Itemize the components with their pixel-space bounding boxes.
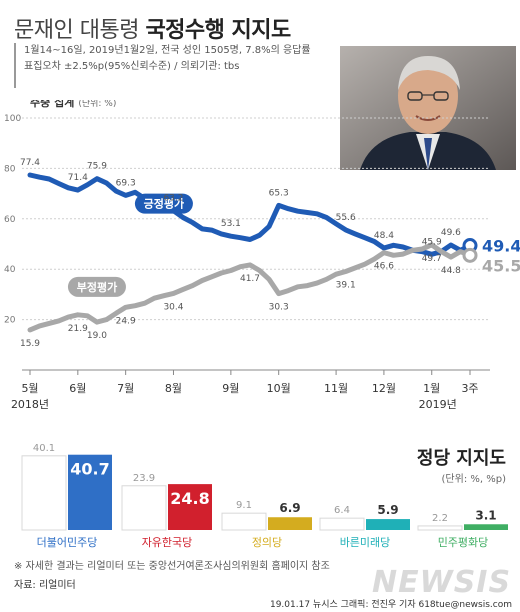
series-name: 부정평가 bbox=[77, 280, 117, 294]
data-label: 65.3 bbox=[269, 188, 289, 198]
negative-label-tag: 부정평가 bbox=[67, 276, 126, 297]
current-bar bbox=[366, 519, 410, 530]
data-label: 39.1 bbox=[336, 280, 356, 290]
party-name-label: 바른미래당 bbox=[340, 536, 391, 549]
previous-bar bbox=[21, 455, 67, 531]
data-label: 46.6 bbox=[374, 262, 394, 272]
previous-bar bbox=[121, 485, 167, 531]
data-label: 49.7 bbox=[422, 254, 442, 264]
data-label: 24.9 bbox=[116, 316, 136, 326]
x-tick-label: 3주 bbox=[461, 382, 478, 395]
data-label: 30.3 bbox=[269, 303, 289, 313]
data-label: 75.9 bbox=[87, 162, 107, 172]
x-tick-label: 9월 bbox=[222, 382, 239, 395]
footnote: ※ 자세한 결과는 리얼미터 또는 중앙선거여론조사심의위원회 홈페이지 참조 bbox=[14, 561, 330, 572]
end-point-marker bbox=[462, 247, 478, 263]
x-tick-label: 7월 bbox=[117, 382, 134, 395]
data-labels: 77.4 71.475.9 69.3 63.2 53.1 65.3 55.6 48.4 45.9… bbox=[20, 158, 520, 349]
trend-title-text: 주중 집계 bbox=[30, 100, 74, 109]
title-plain: 문재인 대통령 bbox=[14, 18, 139, 43]
previous-bar bbox=[417, 525, 463, 531]
data-label: 69.3 bbox=[116, 178, 136, 188]
data-label: 55.6 bbox=[336, 213, 356, 223]
current-bar bbox=[168, 484, 212, 530]
data-label: 30.4 bbox=[163, 302, 183, 312]
newsis-logo: NEWSIS bbox=[372, 565, 512, 600]
series-name: 긍정평가 bbox=[144, 197, 184, 211]
data-label: 71.4 bbox=[68, 173, 88, 183]
current-value-label: 40.7 bbox=[70, 460, 109, 479]
previous-bar bbox=[319, 517, 365, 531]
party-name-label: 더불어민주당 bbox=[37, 536, 98, 549]
x-tick-label: 10월 bbox=[267, 382, 291, 395]
previous-value-label: 2.2 bbox=[432, 513, 448, 524]
previous-bar bbox=[221, 512, 267, 531]
current-bar bbox=[268, 517, 312, 530]
trend-unit: (단위: %) bbox=[78, 100, 116, 109]
previous-value-label: 23.9 bbox=[133, 473, 155, 484]
survey-info-line-2: 표집오차 ±2.5%p(95%신뢰수준) / 의뢰기관: tbs bbox=[24, 61, 240, 72]
previous-value-label: 40.1 bbox=[33, 443, 55, 454]
y-tick-label: 100 bbox=[4, 114, 21, 124]
data-label: 53.1 bbox=[221, 219, 241, 229]
data-label: 45.5% bbox=[482, 256, 520, 275]
current-value-label: 3.1 bbox=[475, 508, 496, 522]
data-source: 자료: 리얼미터 bbox=[14, 580, 76, 591]
data-label: 19.0 bbox=[87, 331, 107, 341]
party-chart-title: 정당 지지도 bbox=[416, 448, 506, 469]
party-name-label: 자유한국당 bbox=[142, 536, 193, 549]
data-label: 41.7 bbox=[240, 274, 260, 284]
president-portrait bbox=[340, 46, 516, 170]
credit: 19.01.17 뉴시스 그래픽: 전진우 기자 618tue@newsis.c… bbox=[269, 600, 512, 610]
data-label: 44.8 bbox=[441, 266, 461, 276]
data-label: 63.2 bbox=[163, 194, 183, 204]
data-label: 49.4% bbox=[482, 237, 520, 256]
x-tick-label: 6월 bbox=[69, 382, 86, 395]
data-label: 77.4 bbox=[20, 158, 40, 168]
x-axis: 5월 6월 7월 8월 9월 10월 11월 12월 1월 3주 2018년 2019년 bbox=[11, 369, 490, 411]
x-tick-label: 5월 bbox=[21, 382, 38, 395]
survey-info-line-1: 1월14~16일, 2019년1월2일, 전국 성인 1505명, 7.8%의 … bbox=[24, 45, 311, 56]
previous-value-label: 6.4 bbox=[334, 505, 350, 516]
party-name-label: 민주평화당 bbox=[438, 536, 489, 549]
x-tick-label: 1월 bbox=[423, 382, 440, 395]
data-label: 15.9 bbox=[20, 339, 40, 349]
trend-title: 주중 집계 (단위: %) bbox=[30, 100, 116, 109]
party-name-label: 정의당 bbox=[252, 536, 282, 549]
y-tick-label: 20 bbox=[4, 316, 16, 326]
x-tick-label: 11월 bbox=[324, 382, 348, 395]
y-tick-label: 80 bbox=[4, 164, 16, 174]
party-support-chart: 40.1 40.7 더불어민주당 23.9 24.8 자유한국당 9.1 6.9 정의당 6.4 5… bbox=[21, 443, 508, 549]
party-chart-unit: (단위: %, %p) bbox=[441, 474, 506, 485]
survey-info: 1월14~16일, 2019년1월2일, 전국 성인 1505명, 7.8%의 … bbox=[14, 43, 336, 88]
bar-marks: 40.1 40.7 더불어민주당 23.9 24.8 자유한국당 9.1 6.9 정의당 6.4 5… bbox=[21, 443, 508, 549]
data-label: 49.6 bbox=[441, 228, 461, 238]
tag-background bbox=[134, 193, 193, 214]
data-label: 45.9 bbox=[422, 237, 442, 247]
current-value-label: 24.8 bbox=[170, 489, 209, 508]
negative-line bbox=[27, 242, 473, 333]
y-tick-label: 40 bbox=[4, 265, 16, 275]
current-bar bbox=[464, 524, 508, 530]
x-tick-label: 8월 bbox=[165, 382, 182, 395]
positive-line bbox=[27, 172, 473, 257]
year-label: 2019년 bbox=[419, 398, 457, 411]
current-value-label: 5.9 bbox=[377, 503, 398, 517]
current-value-label: 6.9 bbox=[279, 501, 300, 515]
current-bar bbox=[68, 454, 112, 530]
tag-background bbox=[67, 276, 126, 297]
title-bold: 국정수행 지지도 bbox=[145, 18, 291, 43]
data-label: 48.4 bbox=[374, 231, 394, 241]
positive-label-tag: 긍정평가 bbox=[134, 193, 193, 214]
x-tick-label: 12월 bbox=[372, 382, 396, 395]
chart-title: 문재인 대통령 국정수행 지지도 bbox=[14, 12, 291, 44]
year-label: 2018년 bbox=[11, 398, 49, 411]
previous-value-label: 9.1 bbox=[236, 500, 252, 511]
y-tick-label: 60 bbox=[4, 215, 16, 225]
data-label: 21.9 bbox=[68, 324, 88, 334]
